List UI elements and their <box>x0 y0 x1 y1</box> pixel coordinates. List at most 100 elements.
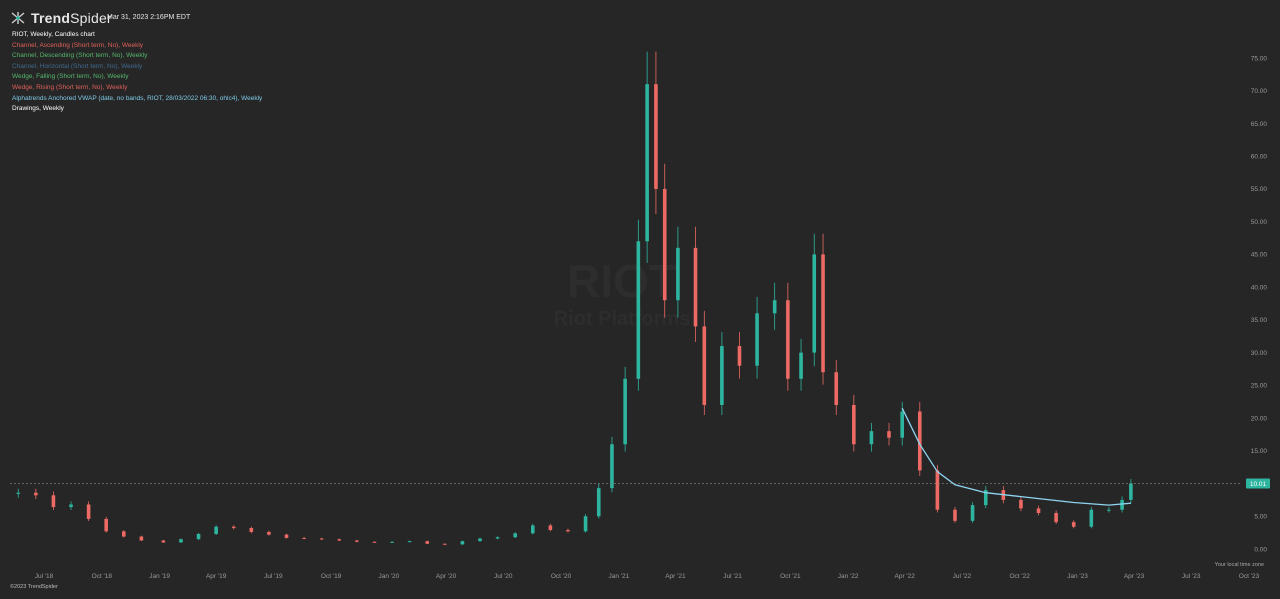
candle-body <box>51 495 56 508</box>
y-tick-label: 0.00 <box>1254 546 1267 553</box>
copyright: ©2023 TrendSpider <box>10 584 58 590</box>
candle-body <box>693 247 698 327</box>
candle-body <box>834 372 839 405</box>
x-tick-label: Oct '18 <box>92 573 113 580</box>
candle-body <box>34 492 38 496</box>
legend-item[interactable]: Channel, Descending (Short term, No), We… <box>12 52 148 60</box>
y-tick-label: 60.00 <box>1251 154 1268 161</box>
brand-header: TrendSpider <box>10 9 112 27</box>
candle-body <box>1054 512 1058 523</box>
candle-body <box>900 411 905 438</box>
candle-body <box>16 492 21 494</box>
candle-body <box>1071 522 1076 527</box>
candle-body <box>267 531 271 535</box>
x-tick-label: Jan '20 <box>379 573 400 580</box>
candle-body <box>337 539 342 541</box>
y-tick-label: 75.00 <box>1251 55 1268 62</box>
candle-body <box>478 538 482 542</box>
candle-body <box>284 534 289 538</box>
candle-body <box>720 346 724 405</box>
candle-body <box>196 533 201 540</box>
candle-body <box>610 444 614 489</box>
y-tick-label: 15.00 <box>1251 448 1268 455</box>
x-tick-label: Jan '23 <box>1067 573 1088 580</box>
candle-body <box>355 540 359 542</box>
x-tick-label: Apr '20 <box>436 573 457 580</box>
candle-body <box>702 326 707 405</box>
candle-body <box>69 504 73 508</box>
candle-body <box>786 300 790 379</box>
candle-body <box>852 404 856 445</box>
last-price-label: 10.01 <box>1250 481 1267 488</box>
candle-body <box>869 431 874 445</box>
candle-body <box>1036 508 1041 513</box>
candle-body <box>799 352 803 379</box>
legend-item[interactable]: Channel, Ascending (Short term, No), Wee… <box>12 41 144 49</box>
candle-body <box>1107 509 1111 511</box>
legend-item[interactable]: Drawings, Weekly <box>12 105 64 113</box>
y-tick-label: 30.00 <box>1251 350 1268 357</box>
candle-body <box>425 541 430 544</box>
candle-body <box>319 538 324 540</box>
x-tick-label: Oct '22 <box>1009 573 1030 580</box>
y-tick-label: 20.00 <box>1251 415 1268 422</box>
indicator-legend: RIOT, Weekly, Candles chart Channel, Asce… <box>12 30 262 115</box>
candle-body <box>121 531 126 537</box>
candle-body <box>249 528 254 532</box>
y-tick-label: 55.00 <box>1251 186 1268 193</box>
x-tick-label: Apr '21 <box>665 573 686 580</box>
watermark-company: Riot Platforms <box>554 308 691 330</box>
candle-body <box>548 525 553 531</box>
candle-body <box>513 533 517 538</box>
y-tick-label: 40.00 <box>1251 284 1268 291</box>
last-price-tag: 10.01 <box>1246 478 1270 489</box>
candle-body <box>407 541 412 543</box>
legend-item[interactable]: Wedge, Falling (Short term, No), Weekly <box>12 73 129 81</box>
y-tick-label: 50.00 <box>1251 219 1268 226</box>
candle-body <box>1019 499 1023 509</box>
trendspider-logo-icon <box>11 12 25 24</box>
candle-body <box>390 541 394 543</box>
candle-body <box>460 541 465 545</box>
candle-body <box>302 537 306 539</box>
y-tick-label: 25.00 <box>1251 383 1268 390</box>
y-tick-label: 70.00 <box>1251 88 1268 95</box>
x-tick-label: Jan '22 <box>838 573 859 580</box>
watermark-symbol: RIOT <box>567 255 677 307</box>
x-tick-label: Jul '23 <box>1182 573 1201 580</box>
candle-body <box>821 254 825 373</box>
candle-body <box>214 526 218 534</box>
candle-body <box>86 504 91 519</box>
y-tick-label: 5.00 <box>1254 514 1267 521</box>
candle-body <box>623 378 627 445</box>
anchored-vwap-line <box>901 407 1131 506</box>
candle-body <box>772 300 777 314</box>
x-tick-label: Jan '19 <box>149 573 170 580</box>
candle-body <box>917 411 922 471</box>
brand-name-light: Spider <box>70 10 112 26</box>
x-tick-label: Apr '19 <box>206 573 227 580</box>
candle-body <box>530 525 535 534</box>
legend-item[interactable]: Channel, Horizontal (Short term, No), We… <box>12 62 143 70</box>
symbol-watermark: RIOT Riot Platforms <box>554 255 691 330</box>
timezone-note[interactable]: Your local time zone <box>1214 562 1264 568</box>
candle-body <box>676 247 680 301</box>
candle-body <box>755 313 759 366</box>
x-tick-label: Jul '21 <box>723 573 742 580</box>
candle-body <box>596 488 601 517</box>
legend-item[interactable]: RIOT, Weekly, Candles chart <box>12 31 95 38</box>
candle-body <box>443 543 447 545</box>
candle-series <box>16 51 1133 545</box>
candle-body <box>139 536 144 541</box>
legend-item[interactable]: Wedge, Rising (Short term, No), Weekly <box>12 83 128 91</box>
candle-body <box>654 84 658 189</box>
y-tick-label: 65.00 <box>1251 121 1268 128</box>
candle-body <box>1129 483 1133 500</box>
candle-body <box>970 505 975 521</box>
candle-body <box>953 509 957 521</box>
candle-body <box>636 241 641 379</box>
x-tick-label: Jul '20 <box>494 573 513 580</box>
legend-item[interactable]: Alphatrends Anchored VWAP (date, no band… <box>12 94 263 102</box>
